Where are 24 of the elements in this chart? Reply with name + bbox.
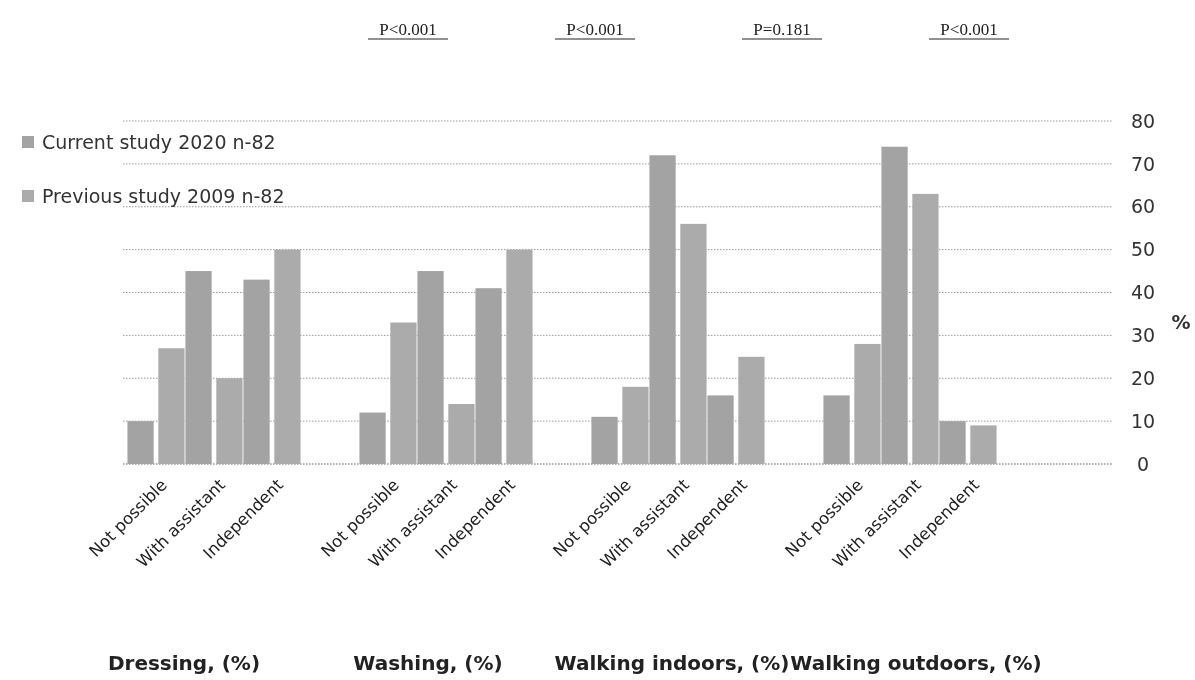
bar xyxy=(970,425,997,464)
legend-label: Previous study 2009 n-82 xyxy=(42,184,285,207)
text: P<0.001 xyxy=(566,20,624,39)
text: Walking indoors, (%) xyxy=(554,651,790,675)
y-tick-label: 0 xyxy=(1136,452,1150,475)
y-tick-label: 50 xyxy=(1130,238,1156,261)
bar xyxy=(274,249,301,464)
y-axis-title: % xyxy=(1171,311,1191,334)
bar xyxy=(506,249,533,464)
y-tick-label: 60 xyxy=(1130,195,1156,218)
bar xyxy=(738,356,765,464)
y-tick-label: 20 xyxy=(1130,366,1156,389)
text: Walking outdoors, (%) xyxy=(790,651,1042,675)
y-tick-label: 80 xyxy=(1130,109,1156,132)
y-tick-label: 40 xyxy=(1130,281,1156,304)
y-tick-label: 10 xyxy=(1130,409,1156,432)
text: P<0.001 xyxy=(379,20,437,39)
legend-label: Current study 2020 n-82 xyxy=(42,130,276,153)
text: Washing, (%) xyxy=(353,651,503,675)
text: Dressing, (%) xyxy=(107,651,261,675)
y-tick-label: 30 xyxy=(1130,324,1156,347)
text: P=0.181 xyxy=(753,20,811,39)
y-tick-label: 70 xyxy=(1130,152,1156,175)
text: P<0.001 xyxy=(940,20,998,39)
